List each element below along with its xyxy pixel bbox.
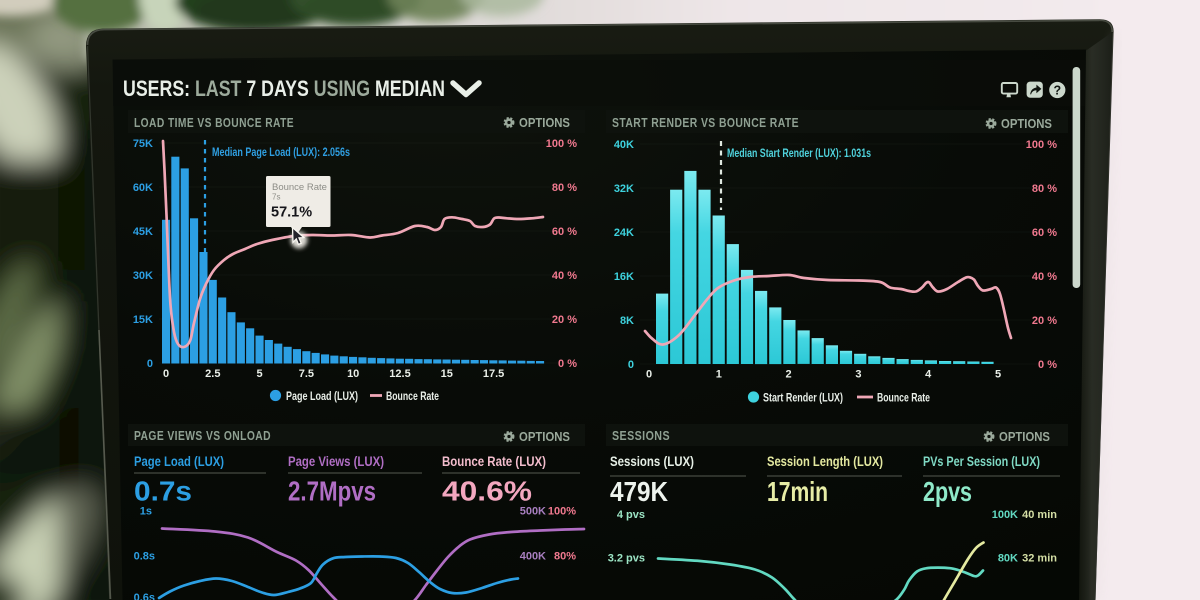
svg-text:17min: 17min: [767, 476, 828, 507]
svg-text:20 %: 20 %: [1032, 315, 1057, 327]
svg-text:100 %: 100 %: [1026, 139, 1057, 151]
svg-text:32K: 32K: [614, 183, 634, 195]
svg-text:0.6s: 0.6s: [134, 592, 155, 600]
svg-text:Session Length (LUX): Session Length (LUX): [767, 454, 883, 469]
svg-text:0: 0: [163, 368, 169, 380]
svg-text:7s: 7s: [272, 193, 280, 202]
svg-text:20 %: 20 %: [552, 314, 577, 326]
svg-text:32 min: 32 min: [1022, 553, 1057, 565]
svg-text:2.7Mpvs: 2.7Mpvs: [288, 476, 376, 507]
svg-text:0: 0: [628, 359, 634, 371]
svg-text:5: 5: [995, 369, 1001, 381]
svg-text:0.8s: 0.8s: [134, 551, 155, 563]
svg-text:15: 15: [441, 368, 453, 380]
svg-text:Start Render (LUX): Start Render (LUX): [763, 393, 843, 405]
svg-text:80 %: 80 %: [1032, 183, 1057, 195]
svg-text:479K: 479K: [610, 476, 668, 507]
svg-text:PVs Per Session (LUX): PVs Per Session (LUX): [923, 454, 1040, 469]
svg-text:60 %: 60 %: [552, 226, 577, 238]
svg-text:Sessions (LUX): Sessions (LUX): [610, 454, 694, 469]
svg-text:60 %: 60 %: [1032, 227, 1057, 239]
svg-text:40.6%: 40.6%: [442, 476, 532, 507]
svg-text:LOAD TIME VS BOUNCE RATE: LOAD TIME VS BOUNCE RATE: [134, 116, 294, 130]
svg-text:2: 2: [786, 369, 792, 381]
svg-text:0 %: 0 %: [1038, 359, 1057, 371]
svg-text:7.5: 7.5: [299, 368, 314, 380]
svg-text:USERS: LAST 7 DAYS USING MEDIA: USERS: LAST 7 DAYS USING MEDIAN: [123, 76, 445, 101]
svg-text:0: 0: [147, 358, 153, 370]
svg-text:30K: 30K: [133, 270, 153, 282]
svg-text:Bounce Rate: Bounce Rate: [877, 393, 930, 405]
svg-text:OPTIONS: OPTIONS: [519, 116, 570, 130]
svg-text:0 %: 0 %: [558, 358, 577, 370]
svg-text:4: 4: [925, 369, 932, 381]
svg-text:60K: 60K: [133, 182, 153, 194]
svg-text:40K: 40K: [614, 139, 634, 151]
svg-text:80%: 80%: [554, 551, 576, 563]
svg-text:OPTIONS: OPTIONS: [999, 430, 1050, 444]
svg-text:SESSIONS: SESSIONS: [612, 429, 670, 443]
svg-text:10: 10: [347, 368, 359, 380]
svg-text:2.5: 2.5: [205, 368, 220, 380]
svg-text:8K: 8K: [620, 315, 634, 327]
svg-text:5: 5: [257, 368, 263, 380]
svg-text:3.2 pvs: 3.2 pvs: [608, 553, 645, 565]
svg-text:Bounce Rate: Bounce Rate: [386, 391, 439, 403]
svg-text:16K: 16K: [614, 271, 634, 283]
svg-text:1: 1: [716, 369, 722, 381]
svg-text:100 %: 100 %: [546, 138, 577, 150]
svg-text:40 %: 40 %: [552, 270, 577, 282]
svg-text:80K: 80K: [998, 553, 1018, 565]
svg-text:2pvs: 2pvs: [923, 476, 972, 507]
svg-text:45K: 45K: [133, 226, 153, 238]
svg-text:0.7s: 0.7s: [134, 476, 192, 507]
svg-text:1s: 1s: [140, 506, 152, 518]
svg-text:57.1%: 57.1%: [271, 205, 312, 221]
svg-text:Page Load (LUX): Page Load (LUX): [134, 454, 224, 469]
svg-text:?: ?: [1053, 83, 1061, 97]
svg-text:0: 0: [646, 369, 652, 381]
svg-text:START RENDER VS BOUNCE RATE: START RENDER VS BOUNCE RATE: [612, 116, 799, 130]
svg-text:24K: 24K: [614, 227, 634, 239]
svg-text:Bounce Rate (LUX): Bounce Rate (LUX): [442, 454, 546, 469]
svg-text:400K: 400K: [520, 551, 546, 563]
svg-text:4 pvs: 4 pvs: [617, 509, 645, 521]
svg-text:17.5: 17.5: [483, 368, 504, 380]
svg-text:75K: 75K: [133, 138, 153, 150]
svg-text:100K: 100K: [992, 509, 1018, 521]
svg-text:PAGE VIEWS VS ONLOAD: PAGE VIEWS VS ONLOAD: [134, 429, 271, 443]
svg-text:3: 3: [855, 369, 861, 381]
svg-text:Page Load (LUX): Page Load (LUX): [286, 391, 358, 403]
svg-text:500K: 500K: [520, 506, 546, 518]
svg-text:80 %: 80 %: [552, 182, 577, 194]
svg-text:40 min: 40 min: [1022, 509, 1057, 521]
svg-text:15K: 15K: [133, 314, 153, 326]
svg-text:Page Views (LUX): Page Views (LUX): [288, 454, 384, 469]
svg-text:100%: 100%: [548, 506, 576, 518]
svg-text:OPTIONS: OPTIONS: [519, 430, 570, 444]
svg-text:12.5: 12.5: [389, 368, 410, 380]
svg-text:Bounce Rate: Bounce Rate: [272, 182, 327, 193]
svg-text:OPTIONS: OPTIONS: [1001, 117, 1052, 131]
svg-text:Median Start Render (LUX): 1.0: Median Start Render (LUX): 1.031s: [727, 148, 871, 160]
svg-text:Median Page Load (LUX): 2.056s: Median Page Load (LUX): 2.056s: [212, 147, 350, 159]
svg-text:40 %: 40 %: [1032, 271, 1057, 283]
